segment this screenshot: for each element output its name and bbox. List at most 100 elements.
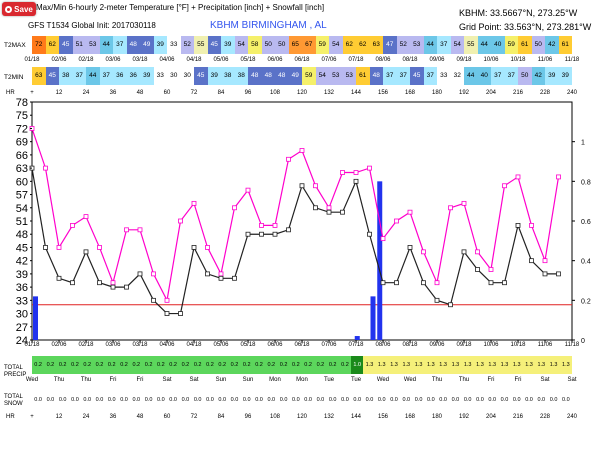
precip-bar — [377, 181, 383, 340]
date-label: 02/06 — [51, 342, 67, 348]
t2max-cell: 61 — [518, 36, 532, 54]
snow-cell: 0.0 — [559, 391, 572, 409]
min-temp-point — [434, 297, 440, 303]
day-label: Sun — [215, 377, 227, 383]
hour-label: 108 — [269, 90, 280, 96]
min-temp-point — [178, 311, 183, 316]
precip-cell: 1.3 — [522, 356, 536, 374]
t2min-strip: 63 45 38 37 44 37 36 36 39 33 30 30 45 39 38 38 48 48 48 49… — [32, 67, 572, 85]
date-label: 07/18 — [348, 342, 364, 348]
y2-tick-label: 1 — [581, 140, 585, 147]
snow-cell: 0.0 — [142, 391, 155, 409]
t2max-cell: 55 — [464, 36, 478, 54]
precip-cell: 1.3 — [387, 356, 401, 374]
y-tick-label: 78 — [16, 98, 28, 109]
precip-cell: 0.2 — [265, 356, 278, 374]
precip-cell: 0.2 — [167, 356, 180, 374]
temperature-lines — [29, 126, 561, 316]
snow-cell: 0.0 — [32, 391, 45, 409]
date-label: 04/18 — [186, 57, 202, 63]
date-label: 07/18 — [348, 57, 364, 63]
t2max-cell: 45 — [207, 36, 221, 54]
min-temp-point — [542, 271, 548, 277]
y2-tick-label: 0 — [581, 338, 585, 345]
t2max-cell: 52 — [180, 36, 194, 54]
t2max-cell: 50 — [531, 36, 545, 54]
t2max-cell: 47 — [383, 36, 397, 54]
snow-cell: 0.0 — [326, 391, 339, 409]
max-temp-point — [502, 183, 507, 189]
chart-frame — [31, 101, 573, 341]
total-snow-strip: 0.0 0.0 0.0 0.0 0.0 0.0 0.0 0.0 0.0 0.0 0.0 0.0 0.0 0… — [32, 391, 572, 409]
save-button[interactable]: Save — [2, 2, 36, 16]
hour-label: 72 — [190, 90, 198, 96]
precip-cell: 0.2 — [130, 356, 143, 374]
min-temp-point — [380, 280, 386, 286]
date-label: 02/18 — [78, 342, 94, 348]
precip-cell: 1.3 — [375, 356, 388, 374]
min-temp-point — [488, 280, 494, 286]
snow-cell: 0.0 — [130, 391, 143, 409]
max-temp-point — [191, 200, 197, 206]
station-coordinates: KBHM: 33.5667°N, 273.25°W — [459, 8, 578, 18]
snow-cell: 0.0 — [449, 391, 462, 409]
t2max-cell: 44 — [99, 36, 113, 54]
date-label: 04/06 — [159, 342, 175, 348]
max-temp-point — [151, 271, 156, 277]
min-temp-point — [137, 271, 143, 277]
day-label: Fri — [109, 377, 117, 383]
precip-cell: 0.2 — [277, 356, 290, 374]
day-label: Fri — [514, 377, 522, 383]
t2min-cell: 37 — [383, 67, 397, 85]
precip-cell: 1.3 — [559, 356, 572, 374]
hour-label: 96 — [244, 90, 252, 96]
hour-label: 120 — [296, 414, 307, 420]
max-temp-point — [353, 170, 359, 175]
date-label: 01/18 — [24, 342, 40, 348]
max-temp-point — [232, 205, 237, 211]
y2-tick-label: 0.4 — [581, 259, 591, 266]
min-temp-point — [529, 258, 534, 264]
date-label: 01/18 — [24, 57, 40, 63]
max-temp-line — [31, 128, 560, 303]
snow-cell: 0.0 — [252, 391, 266, 409]
snow-cell: 0.0 — [277, 391, 290, 409]
snow-cell: 0.0 — [522, 391, 536, 409]
date-label: 02/18 — [78, 57, 94, 63]
min-temp-point — [70, 280, 75, 286]
hour-label: 24 — [82, 414, 90, 420]
total-precip-label: TOTAL PRECIP — [4, 365, 27, 379]
precip-cell: 1.3 — [424, 356, 437, 374]
t2max-cell: 44 — [477, 36, 491, 54]
min-temp-point — [556, 271, 561, 277]
y-tick-label: 69 — [16, 137, 28, 149]
hour-label: 132 — [323, 414, 334, 420]
min-temp-point — [299, 183, 305, 189]
t2max-cell: 59 — [315, 36, 329, 54]
t2min-cell: 39 — [545, 67, 559, 85]
t2min-cell: 45 — [194, 67, 208, 85]
precip-cell: 0.2 — [56, 356, 69, 374]
hour-label: 144 — [350, 414, 361, 420]
max-temp-point — [421, 249, 426, 255]
min-temp-point — [218, 275, 224, 281]
precip-cell: 1.3 — [498, 356, 511, 374]
hour-label: 168 — [404, 414, 415, 420]
y-tick-label: 57 — [16, 190, 28, 202]
date-label: 09/06 — [429, 342, 445, 348]
date-label: 07/06 — [321, 342, 337, 348]
precip-cell: 0.2 — [216, 356, 229, 374]
max-temp-point — [205, 245, 210, 250]
max-temp-point — [461, 200, 467, 206]
date-label: 08/18 — [402, 342, 418, 348]
hour-label: 12 — [55, 414, 63, 420]
t2min-cell: 37 — [99, 67, 113, 85]
t2min-cell: 39 — [207, 67, 221, 85]
max-temp-point — [556, 174, 561, 180]
model-info: GFS T1534 Global Init: 2017030118 — [28, 21, 156, 30]
min-temp-point — [232, 275, 237, 281]
y-tick-label: 75 — [16, 110, 28, 122]
hour-label: 192 — [458, 90, 469, 96]
